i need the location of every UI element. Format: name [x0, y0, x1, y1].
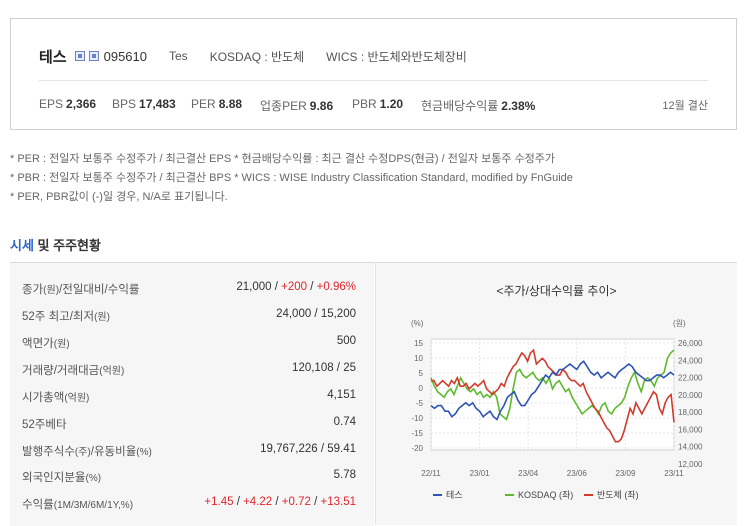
left-tick-label: 0	[419, 384, 424, 393]
row-label: 발행주식수(주)/유동비율(%)	[22, 446, 152, 458]
x-tick-label: 22/11	[421, 469, 441, 478]
stock-code: 095610	[103, 48, 147, 64]
ratio-bps: BPS 17,483	[112, 97, 176, 111]
right-axis-unit: (원)	[673, 319, 686, 328]
row-label: 외국인지분율(%)	[22, 472, 102, 484]
table-row: 52주 최고/최저(원) 24,000 / 15,200	[10, 302, 374, 328]
x-tick-label: 23/01	[470, 469, 491, 478]
row-value: 19,767,226 / 59.41	[260, 443, 356, 455]
right-tick-label: 22,000	[678, 374, 703, 383]
ratio-dividend-yield: 현금배당수익률 2.38%	[421, 99, 536, 113]
company-line: 테스 095610 Tes KOSDAQ : 반도체 WICS : 반도체와반도…	[39, 46, 467, 66]
table-row: 액면가(원) 500	[10, 329, 374, 355]
row-value: 21,000 / +200 / +0.96%	[236, 281, 356, 293]
market-sector: KOSDAQ : 반도체	[209, 49, 305, 64]
company-summary-box: 테스 095610 Tes KOSDAQ : 반도체 WICS : 반도체와반도…	[10, 18, 737, 130]
note-line: * PER : 전일자 보통주 수정주가 / 최근결산 EPS * 현금배당수익…	[10, 153, 556, 165]
relative-return-chart-panel: <주가/상대수익률 추이> 15 10 5 0 -5 -10 -15 -20 26,000 24,…	[375, 262, 737, 525]
company-english-name: Tes	[169, 49, 188, 63]
left-tick-label: -10	[411, 414, 423, 423]
x-tick-label: 23/11	[664, 469, 684, 478]
left-tick-label: -20	[411, 444, 423, 453]
ratio-pbr: PBR 1.20	[352, 97, 404, 111]
row-value: 120,108 / 25	[292, 362, 356, 374]
ratio-eps: EPS 2,366	[39, 97, 97, 111]
row-label: 52주 최고/최저(원)	[22, 311, 110, 323]
row-value: 24,000 / 15,200	[276, 308, 356, 320]
x-tick-label: 23/06	[567, 469, 588, 478]
note-line: * PER, PBR값이 (-)일 경우, N/A로 표기됩니다.	[10, 191, 228, 203]
row-label: 종가(원)/전일대비/수익률	[22, 284, 140, 296]
listing-badge-icon[interactable]	[74, 51, 85, 61]
row-value: +1.45 / +4.22 / +0.72 / +13.51	[204, 496, 356, 508]
x-tick-label: 23/09	[615, 469, 636, 478]
x-tick-label: 23/04	[518, 469, 539, 478]
left-axis-unit: (%)	[411, 319, 424, 328]
legend-label: 반도체 (좌)	[597, 490, 639, 500]
table-row: 발행주식수(주)/유동비율(%) 19,767,226 / 59.41	[10, 437, 374, 463]
row-label: 수익률(1M/3M/6M/1Y,%)	[22, 499, 134, 511]
table-row: 52주베타 0.74	[10, 410, 374, 436]
row-label: 액면가(원)	[22, 338, 70, 350]
chart-title: <주가/상대수익률 추이>	[496, 284, 617, 298]
table-row: 종가(원)/전일대비/수익률 21,000 / +200 / +0.96%	[10, 275, 374, 301]
right-tick-label: 16,000	[678, 425, 703, 434]
row-label: 거래량/거래대금(억원)	[22, 365, 125, 377]
left-tick-label: -5	[416, 399, 424, 408]
series-line-0	[430, 360, 675, 421]
left-tick-label: 15	[414, 339, 423, 348]
left-tick-label: 5	[419, 369, 424, 378]
table-row: 수익률(1M/3M/6M/1Y,%) +1.45 / +4.22 / +0.72…	[10, 490, 374, 516]
right-tick-label: 24,000	[678, 356, 703, 365]
left-tick-label: 10	[414, 354, 423, 363]
row-value: 0.74	[333, 416, 356, 428]
summary-divider	[39, 80, 708, 81]
section-title: 시세 및 주주현황	[10, 238, 101, 253]
company-name: 테스	[39, 48, 67, 66]
right-tick-label: 18,000	[678, 408, 703, 417]
row-label: 52주베타	[22, 419, 67, 431]
row-label: 시가총액(억원)	[22, 392, 90, 404]
disclosure-badge-icon[interactable]	[88, 51, 99, 61]
row-value: 5.78	[333, 469, 356, 481]
wics-sector: WICS : 반도체와반도체장비	[326, 49, 467, 64]
legend-label: KOSDAQ (좌)	[518, 490, 573, 500]
right-tick-label: 14,000	[678, 443, 703, 452]
fiscal-year-note: 12월 결산	[662, 100, 708, 112]
right-tick-label: 20,000	[678, 391, 703, 400]
ratio-industry-per: 업종PER 9.86	[260, 99, 334, 113]
row-value: 500	[336, 335, 356, 347]
note-line: * PBR : 전일자 보통주 수정주가 / 최근결산 BPS * WICS :…	[10, 172, 573, 184]
row-value: 4,151	[327, 389, 356, 401]
relative-return-chart: 15 10 5 0 -5 -10 -15 -20 26,000 24,000 22,000 20,00…	[411, 319, 703, 500]
right-tick-label: 12,000	[678, 460, 703, 469]
series-line-2	[431, 348, 675, 443]
table-row: 외국인지분율(%) 5.78	[10, 463, 374, 489]
series-line-1	[430, 349, 675, 421]
ratio-per: PER 8.88	[191, 97, 243, 111]
left-tick-label: -15	[411, 429, 423, 438]
right-tick-label: 26,000	[678, 339, 703, 348]
ratio-notes: * PER : 전일자 보통주 수정주가 / 최근결산 EPS * 현금배당수익…	[10, 150, 573, 207]
table-row: 시가총액(억원) 4,151	[10, 383, 374, 409]
quote-table: 종가(원)/전일대비/수익률 21,000 / +200 / +0.96% 52…	[10, 262, 374, 526]
table-row: 거래량/거래대금(억원) 120,108 / 25	[10, 356, 374, 382]
legend-label: 테스	[446, 490, 463, 500]
